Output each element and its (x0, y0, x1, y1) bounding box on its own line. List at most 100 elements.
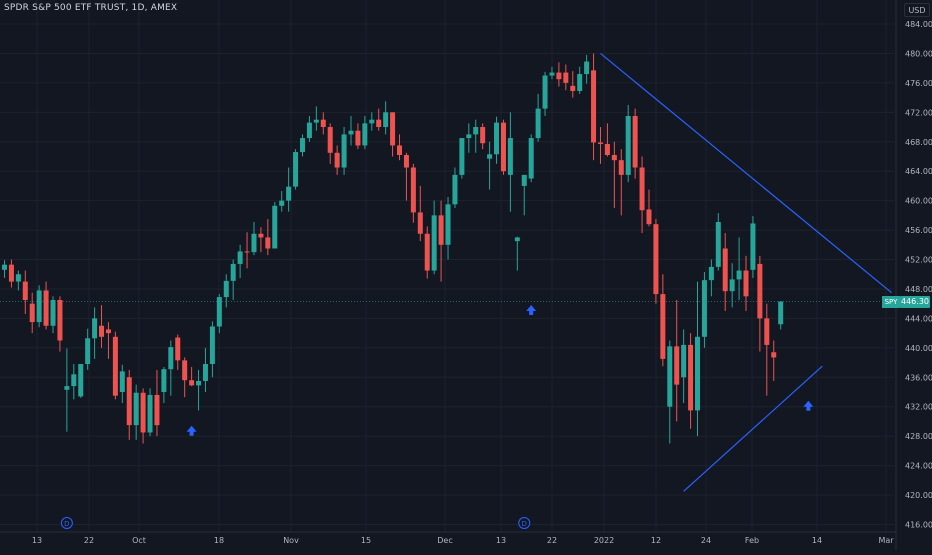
candle-body (348, 130, 354, 135)
candle (244, 232, 250, 269)
candle (438, 200, 444, 282)
candle-body (209, 326, 215, 365)
candle-body (383, 112, 389, 128)
candle (161, 366, 167, 404)
candle-body (764, 318, 770, 345)
x-tick-label: 13 (32, 536, 42, 545)
candle-body (604, 143, 610, 156)
candle (625, 104, 631, 183)
candle (168, 340, 174, 396)
candle (2, 260, 7, 278)
candles (2, 53, 784, 444)
candle (722, 233, 728, 312)
candle (771, 340, 777, 381)
candle-body (50, 300, 56, 326)
candle-body (521, 174, 527, 186)
x-tick-label: Oct (132, 536, 146, 545)
y-tick-label: 428.00 (905, 432, 932, 441)
candle-body (306, 122, 312, 139)
dividend-marker: D (60, 517, 73, 529)
candle (383, 101, 389, 135)
candle-body (99, 325, 105, 337)
candle (313, 106, 319, 131)
candle-body (597, 142, 603, 144)
candle (764, 303, 770, 396)
candle-body (466, 134, 472, 139)
candle (549, 66, 555, 80)
candle-body (216, 297, 222, 327)
candle (43, 281, 49, 330)
dividend-circle (518, 517, 531, 529)
candle (577, 66, 583, 94)
candle-body (750, 223, 756, 270)
currency-badge[interactable]: USD (904, 3, 930, 17)
candle (306, 116, 312, 142)
candle (29, 292, 35, 334)
candle (688, 333, 694, 429)
y-tick-label: 456.00 (905, 226, 932, 235)
candle-body (258, 233, 264, 238)
candle (500, 119, 506, 175)
candle (189, 366, 195, 387)
candle-body (736, 270, 742, 280)
candle (92, 307, 98, 359)
candle-body (244, 251, 250, 253)
candle-body (237, 251, 243, 264)
candle-body (771, 352, 777, 358)
candle-body (154, 394, 160, 426)
candle (223, 274, 229, 308)
candle-body (487, 154, 493, 159)
candle (591, 53, 597, 161)
candle (646, 189, 652, 227)
candle (743, 255, 749, 312)
candle-body (85, 338, 91, 365)
grid (0, 0, 894, 532)
candle (251, 221, 257, 256)
candle (8, 259, 14, 288)
candle-body (646, 209, 652, 225)
candle-body (667, 346, 673, 407)
trendlines[interactable] (600, 52, 892, 492)
candle-body (175, 337, 181, 361)
y-tick-label: 440.00 (905, 344, 932, 353)
candle-body (293, 152, 299, 187)
candle (528, 134, 534, 183)
candle-body (459, 138, 465, 175)
candle (293, 149, 299, 190)
candle-body (341, 134, 347, 168)
candle (237, 244, 243, 278)
candle-body (202, 364, 208, 381)
candle (473, 119, 479, 153)
arrow-up-icon (803, 400, 814, 411)
candle (701, 272, 707, 348)
y-tick-label: 444.00 (905, 314, 932, 323)
candle (521, 174, 527, 216)
candle-body (22, 281, 28, 300)
x-tick-label: 22 (84, 536, 94, 545)
candle (71, 364, 77, 400)
candle-body (403, 155, 409, 168)
candle-body (105, 329, 111, 334)
candle-body (674, 346, 680, 385)
candle (715, 213, 721, 271)
candle-body (473, 127, 479, 135)
candle-body (542, 75, 548, 109)
candle-body (494, 122, 500, 155)
candle (376, 108, 382, 131)
candle (750, 216, 756, 278)
candle-body (591, 70, 597, 143)
candle (584, 54, 590, 84)
candle-body (36, 290, 42, 323)
candle (119, 364, 125, 404)
candle (182, 357, 188, 398)
candle (216, 294, 222, 334)
candle (494, 116, 500, 164)
candle-body (376, 119, 382, 128)
candle (736, 237, 742, 300)
candle-body (327, 127, 333, 153)
candle (36, 285, 42, 328)
